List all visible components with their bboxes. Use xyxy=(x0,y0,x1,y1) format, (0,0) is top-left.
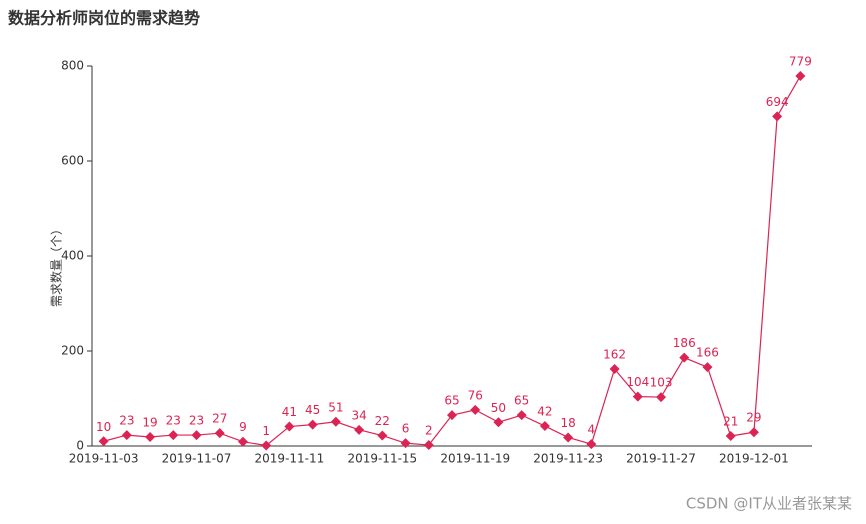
watermark: CSDN @IT从业者张某某 xyxy=(686,495,852,513)
value-label: 2 xyxy=(425,424,433,438)
marker xyxy=(795,70,806,81)
y-tick-label: 0 xyxy=(76,439,84,453)
x-tick-label: 2019-11-27 xyxy=(626,452,696,466)
marker xyxy=(377,430,388,441)
marker xyxy=(354,424,365,435)
x-tick-label: 2019-11-23 xyxy=(533,452,603,466)
marker xyxy=(679,352,690,363)
marker xyxy=(237,436,248,447)
marker xyxy=(748,427,759,438)
marker xyxy=(772,111,783,122)
value-label: 23 xyxy=(119,414,134,428)
value-label: 166 xyxy=(696,346,719,360)
value-label: 103 xyxy=(650,376,673,390)
marker xyxy=(447,410,457,421)
marker xyxy=(330,416,341,427)
marker xyxy=(586,439,597,450)
marker xyxy=(191,430,202,441)
value-label: 694 xyxy=(766,95,789,109)
y-tick-label: 400 xyxy=(61,249,84,263)
value-label: 23 xyxy=(166,414,181,428)
x-tick-label: 2019-12-01 xyxy=(719,452,789,466)
x-tick-label: 2019-11-15 xyxy=(347,452,417,466)
value-label: 51 xyxy=(328,400,343,414)
x-tick-label: 2019-11-11 xyxy=(255,452,325,466)
value-label: 779 xyxy=(789,54,812,68)
value-label: 23 xyxy=(189,414,204,428)
marker xyxy=(516,410,527,421)
value-label: 65 xyxy=(444,394,459,408)
value-label: 42 xyxy=(537,405,552,419)
value-label: 104 xyxy=(626,375,649,389)
y-tick-label: 600 xyxy=(61,154,84,168)
line xyxy=(103,75,801,447)
marker xyxy=(539,421,550,432)
marker xyxy=(121,430,132,441)
value-label: 1 xyxy=(262,424,270,438)
marker xyxy=(284,421,295,432)
marker xyxy=(656,392,667,403)
marker xyxy=(261,440,272,451)
marker xyxy=(609,364,620,375)
marker xyxy=(725,431,736,442)
marker xyxy=(214,428,225,439)
chart-title: 数据分析师岗位的需求趋势 xyxy=(8,9,200,28)
value-label: 4 xyxy=(588,423,596,437)
value-label: 19 xyxy=(142,415,157,429)
x-tick-label: 2019-11-03 xyxy=(69,452,139,466)
y-tick-label: 800 xyxy=(61,59,84,73)
marker xyxy=(423,440,434,451)
y-tick-label: 200 xyxy=(61,344,84,358)
marker xyxy=(307,419,318,430)
value-label: 18 xyxy=(560,416,575,430)
value-label: 41 xyxy=(282,405,297,419)
value-label: 186 xyxy=(673,336,696,350)
y-axis-label: 需求数量（个） xyxy=(49,223,64,307)
marker xyxy=(632,391,643,402)
value-label: 21 xyxy=(723,415,738,429)
marker xyxy=(702,362,713,373)
value-label: 10 xyxy=(96,420,111,434)
value-label: 76 xyxy=(468,388,483,402)
value-label: 50 xyxy=(491,401,506,415)
value-label: 22 xyxy=(375,414,390,428)
value-label: 34 xyxy=(351,408,366,422)
marker xyxy=(470,404,481,415)
value-label: 9 xyxy=(239,420,247,434)
marker xyxy=(168,430,179,441)
value-label: 45 xyxy=(305,403,320,417)
x-tick-label: 2019-11-07 xyxy=(162,452,232,466)
marker xyxy=(145,431,156,442)
marker xyxy=(400,438,411,449)
x-tick-label: 2019-11-19 xyxy=(440,452,510,466)
marker xyxy=(98,436,109,447)
marker xyxy=(563,432,574,443)
value-label: 162 xyxy=(603,348,626,362)
value-label: 27 xyxy=(212,412,227,426)
value-label: 6 xyxy=(402,422,410,436)
value-label: 29 xyxy=(746,411,761,425)
marker xyxy=(493,417,504,428)
value-label: 65 xyxy=(514,394,529,408)
